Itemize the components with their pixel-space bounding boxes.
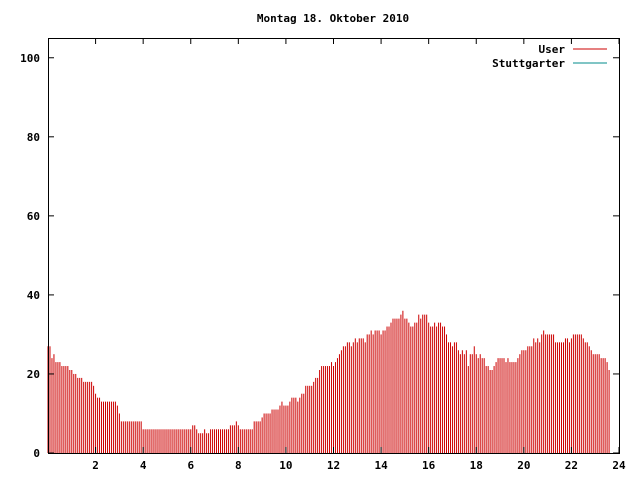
legend-label-user: User	[539, 43, 566, 56]
plot-frame	[48, 38, 620, 454]
x-tick-label: 14	[374, 459, 388, 472]
y-tick-label: 0	[33, 447, 40, 460]
x-tick-label: 18	[470, 459, 483, 472]
y-tick-label: 20	[27, 368, 40, 381]
y-tick-label: 40	[27, 289, 40, 302]
y-tick-label: 100	[20, 52, 40, 65]
y-tick-label: 60	[27, 210, 40, 223]
chart-title: Montag 18. Oktober 2010	[257, 12, 409, 25]
x-tick-label: 10	[279, 459, 292, 472]
x-tick-label: 22	[565, 459, 578, 472]
x-tick-label: 8	[235, 459, 242, 472]
x-tick-label: 2	[92, 459, 99, 472]
y-tick-label: 80	[27, 131, 40, 144]
x-tick-label: 12	[327, 459, 340, 472]
x-tick-label: 4	[140, 459, 147, 472]
legend-label-stuttgarter: Stuttgarter	[492, 57, 565, 70]
x-tick-label: 24	[612, 459, 626, 472]
bars	[47, 310, 610, 453]
x-tick-label: 20	[517, 459, 530, 472]
x-tick-label: 6	[187, 459, 194, 472]
x-tick-label: 16	[422, 459, 436, 472]
